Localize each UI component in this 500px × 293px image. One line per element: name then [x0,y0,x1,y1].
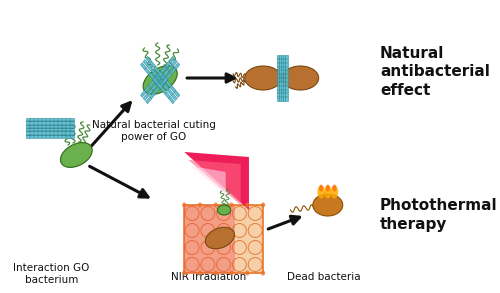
Ellipse shape [261,202,265,207]
Ellipse shape [245,270,250,275]
Bar [140,63,174,104]
Ellipse shape [261,270,265,275]
Ellipse shape [326,185,330,192]
Bar [26,121,74,125]
Bar [146,63,180,104]
Ellipse shape [245,66,282,90]
Bar [143,59,177,100]
Text: Dead bacteria: Dead bacteria [287,272,360,282]
Ellipse shape [143,66,177,94]
Text: Natural
antibacterial
effect: Natural antibacterial effect [380,46,490,98]
Bar [277,55,279,101]
Text: Interaction GO
bacterium: Interaction GO bacterium [14,263,90,285]
Bar [283,55,286,101]
Bar [281,55,283,101]
Ellipse shape [214,202,218,207]
Ellipse shape [198,202,202,207]
Ellipse shape [218,205,230,215]
Polygon shape [191,166,226,195]
Ellipse shape [206,227,234,249]
Ellipse shape [230,202,234,207]
Bar [279,55,281,101]
Bar [143,59,177,100]
Ellipse shape [214,270,218,275]
Bar [26,118,74,121]
Ellipse shape [282,66,319,90]
Ellipse shape [60,143,92,167]
Ellipse shape [245,202,250,207]
Ellipse shape [198,270,202,275]
Bar [26,131,74,135]
Polygon shape [188,160,240,205]
Ellipse shape [319,185,323,192]
Text: Natural bacterial cuting
power of GO: Natural bacterial cuting power of GO [92,120,216,142]
Ellipse shape [330,185,338,198]
Ellipse shape [332,185,336,192]
Text: NIR irradiation: NIR irradiation [172,272,246,282]
Ellipse shape [182,270,186,275]
Bar [184,205,263,273]
Polygon shape [184,152,249,210]
Ellipse shape [182,202,186,207]
Ellipse shape [318,185,325,198]
Bar [146,56,180,97]
Bar [26,125,74,128]
Text: Photothermal
therapy: Photothermal therapy [380,198,498,232]
Ellipse shape [230,270,234,275]
Ellipse shape [313,194,342,216]
Bar [26,135,74,138]
Bar [184,205,236,273]
Bar [26,128,74,131]
Ellipse shape [324,185,332,198]
Bar [286,55,288,101]
Bar [140,56,174,97]
